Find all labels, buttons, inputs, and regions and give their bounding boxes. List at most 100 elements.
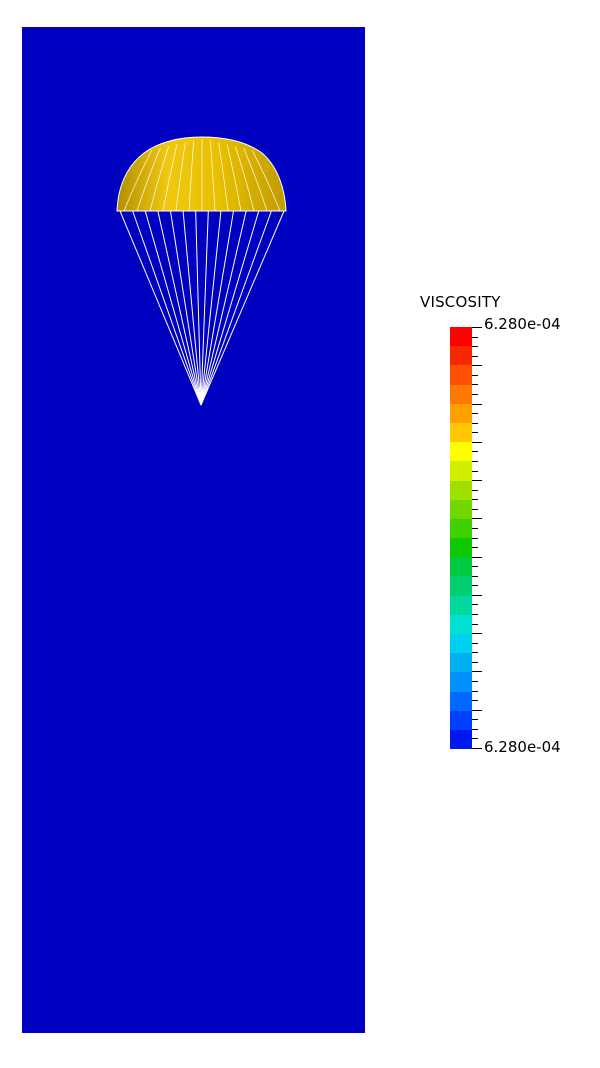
colorbar-tick (472, 490, 478, 491)
colorbar-band (450, 480, 472, 500)
colorbar-tick (472, 327, 482, 328)
colorbar-band (450, 653, 472, 673)
simulation-domain (22, 27, 365, 1033)
colorbar-tick (472, 566, 478, 567)
canopy-gore-line (136, 148, 161, 212)
colorbar-tick (472, 662, 478, 663)
colorbar-band (450, 538, 472, 558)
suspension-line (182, 210, 202, 406)
colorbar-band (450, 729, 472, 750)
suspension-line (200, 210, 235, 406)
legend-max-label: 6.280e-04 (484, 315, 561, 333)
colorbar-band (450, 518, 472, 539)
colorbar-tick (472, 748, 482, 749)
colorbar-band (450, 710, 472, 730)
colorbar-tick (472, 576, 478, 577)
colorbar-tick (472, 585, 478, 586)
colorbar-tick (472, 442, 482, 443)
colorbar (450, 327, 472, 750)
colorbar-tick (472, 499, 478, 500)
colorbar-band (450, 614, 472, 634)
suspension-line (200, 210, 209, 406)
colorbar-tick (472, 538, 478, 539)
colorbar-ticks (472, 327, 484, 749)
colorbar-tick (472, 652, 478, 653)
suspension-line (200, 210, 285, 406)
colorbar-tick (472, 719, 478, 720)
colorbar-tick (472, 738, 478, 739)
suspension-line (157, 210, 202, 406)
canopy-gore-line (234, 146, 255, 212)
colorbar-tick (472, 432, 478, 433)
colorbar-band (450, 499, 472, 519)
colorbar-tick (472, 471, 478, 472)
suspension-line (200, 210, 260, 406)
suspension-line (195, 210, 202, 406)
colorbar-band (450, 691, 472, 711)
colorbar-tick (472, 423, 478, 424)
colorbar-tick (472, 413, 478, 414)
colorbar-tick (472, 480, 482, 481)
colorbar-tick (472, 375, 478, 376)
colorbar-band (450, 442, 472, 462)
colorbar-band (450, 461, 472, 481)
canopy-gore-lines (123, 139, 281, 212)
suspension-line (144, 210, 202, 406)
colorbar-tick (472, 643, 478, 644)
suspension-line (169, 210, 202, 406)
canopy-gore-line (123, 149, 153, 212)
colorbar-band (450, 403, 472, 423)
colorbar-tick (472, 509, 478, 510)
colorbar-band (450, 595, 472, 615)
colorbar-band (450, 422, 472, 443)
colorbar-tick (472, 595, 482, 596)
canopy-gore-line (251, 149, 281, 212)
legend-title: VISCOSITY (420, 293, 501, 311)
canopy-gore-line (162, 144, 178, 212)
colorbar-tick (472, 547, 478, 548)
colorbar-tick (472, 356, 478, 357)
colorbar-tick (472, 604, 478, 605)
suspension-line (119, 210, 202, 406)
colorbar-tick (472, 614, 478, 615)
colorbar-tick (472, 700, 478, 701)
canopy-gore-line (188, 140, 195, 212)
suspension-line (132, 210, 202, 406)
colorbar-tick (472, 461, 478, 462)
colorbar-tick (472, 518, 482, 519)
colorbar-tick (472, 624, 478, 625)
colorbar-tick (472, 451, 478, 452)
legend-min-label: 6.280e-04 (484, 738, 561, 756)
colorbar-tick (472, 557, 482, 558)
colorbar-tick (472, 729, 478, 730)
canopy-gore-line (149, 146, 170, 212)
colorbar-band (450, 634, 472, 654)
colorbar-tick (472, 681, 478, 682)
colorbar-band (450, 346, 472, 366)
colorbar-tick (472, 710, 482, 711)
suspension-line (200, 210, 272, 406)
colorbar-tick (472, 346, 478, 347)
colorbar-tick (472, 691, 478, 692)
parachute-canopy (116, 136, 287, 212)
canopy-gore-line (209, 140, 216, 212)
colorbar-tick (472, 671, 482, 672)
suspension-line (200, 210, 222, 406)
colorbar-tick (472, 337, 478, 338)
colorbar-tick (472, 528, 478, 529)
colorbar-tick (472, 404, 482, 405)
parachute-scene (116, 136, 287, 406)
suspension-lines (119, 210, 285, 406)
colorbar-tick (472, 384, 478, 385)
suspension-line (200, 210, 247, 406)
colorbar-band (450, 384, 472, 404)
colorbar-tick (472, 633, 482, 634)
colorbar-band (450, 327, 472, 347)
colorbar-tick (472, 394, 478, 395)
colorbar-tick (472, 365, 482, 366)
canopy-gore-line (175, 142, 186, 212)
colorbar-band (450, 672, 472, 692)
canopy-gore-line (226, 144, 242, 212)
canopy-gore-line (243, 148, 268, 212)
colorbar-band (450, 576, 472, 596)
